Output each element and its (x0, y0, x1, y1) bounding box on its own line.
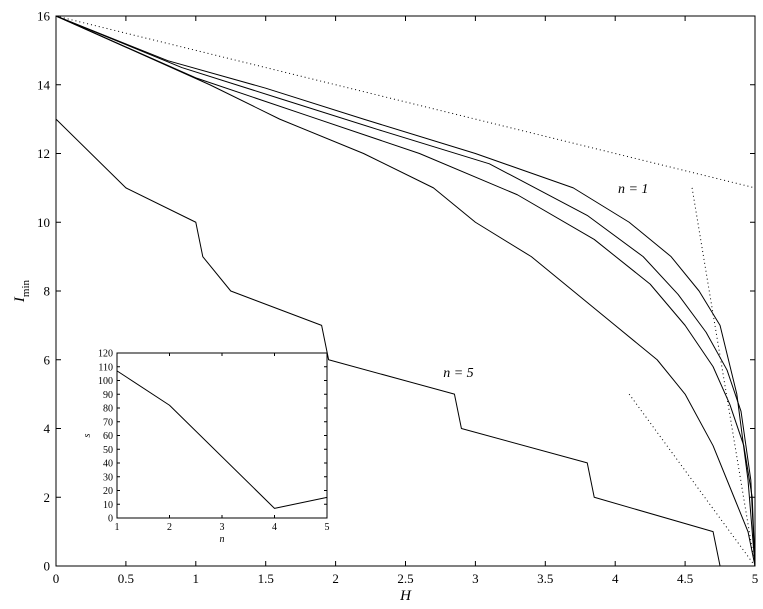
x-tick-label: 3 (220, 522, 225, 533)
y-tick-label: 4 (44, 421, 51, 436)
y-axis-label: Imin (12, 279, 32, 303)
y-tick-label: 120 (98, 349, 113, 360)
annotation-label: n = 5 (443, 366, 473, 381)
y-tick-label: 40 (103, 459, 113, 470)
y-tick-label: 10 (103, 500, 113, 511)
y-tick-label: 2 (44, 490, 51, 505)
y-tick-label: 20 (103, 486, 113, 497)
y-axis-label-main: I (12, 296, 28, 303)
x-tick-label: 3 (472, 571, 479, 586)
x-tick-label: 3.5 (537, 571, 553, 586)
y-tick-label: 80 (103, 404, 113, 415)
series-line (55, 15, 756, 567)
x-axis-label: n (220, 534, 225, 545)
y-tick-label: 90 (103, 390, 113, 401)
x-tick-label: 1 (193, 571, 200, 586)
plot-frame (116, 352, 328, 519)
x-tick-label: 5 (325, 522, 330, 533)
series-line (55, 15, 756, 567)
x-tick-label: 1 (115, 522, 120, 533)
x-tick-label: 4.5 (677, 571, 693, 586)
y-tick-label: 70 (103, 417, 113, 428)
x-tick-label: 0.5 (118, 571, 134, 586)
x-tick-label: 0 (53, 571, 60, 586)
y-tick-label: 14 (37, 77, 51, 92)
y-tick-label: 0 (44, 559, 51, 574)
x-tick-label: 2.5 (397, 571, 413, 586)
y-tick-label: 50 (103, 445, 113, 456)
annotation-label: n = 1 (618, 182, 648, 197)
x-tick-label: 1.5 (258, 571, 274, 586)
x-axis-label: H (399, 588, 412, 604)
y-tick-label: 0 (108, 514, 113, 525)
x-tick-label: 4 (612, 571, 619, 586)
y-tick-label: 110 (98, 362, 113, 373)
y-tick-label: 30 (103, 472, 113, 483)
series-line (55, 15, 756, 567)
series-line (116, 370, 328, 509)
series-line (55, 15, 756, 567)
y-tick-label: 60 (103, 431, 113, 442)
series-line (55, 118, 721, 567)
y-tick-label: 12 (37, 146, 50, 161)
y-axis-label: s (82, 433, 93, 437)
x-tick-label: 5 (752, 571, 759, 586)
y-axis-label-subscript: min (20, 279, 32, 297)
x-tick-label: 4 (272, 522, 277, 533)
y-tick-label: 6 (44, 352, 51, 367)
y-tick-label: 8 (44, 284, 51, 299)
x-tick-label: 2 (167, 522, 172, 533)
x-tick-label: 2 (332, 571, 339, 586)
y-tick-label: 10 (37, 215, 50, 230)
y-tick-label: 100 (98, 376, 113, 387)
y-tick-label: 16 (37, 9, 51, 24)
